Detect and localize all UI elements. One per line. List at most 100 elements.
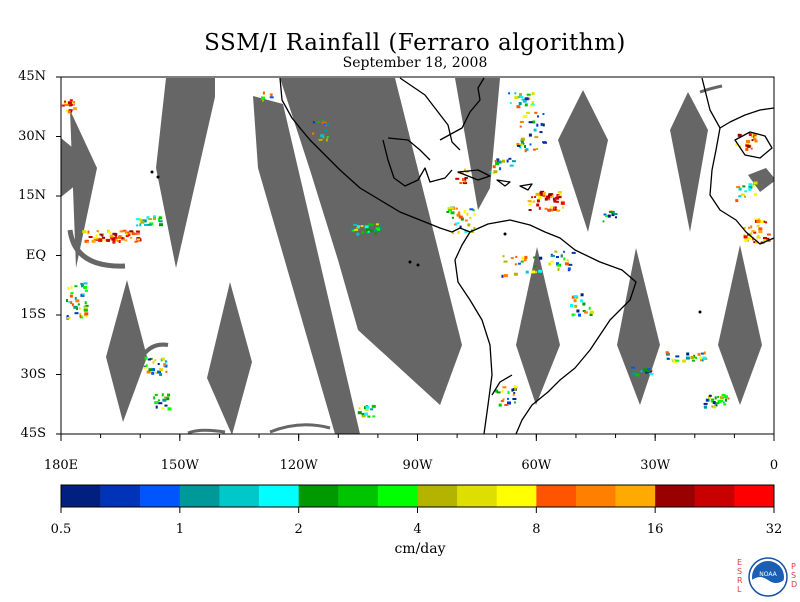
rain-cell xyxy=(464,219,468,222)
rain-cell xyxy=(163,363,167,367)
rain-cell xyxy=(542,194,546,197)
rain-cell xyxy=(501,389,504,393)
rain-cell xyxy=(463,209,466,213)
rain-cell xyxy=(738,195,742,198)
rain-cell xyxy=(615,216,617,219)
rain-cell xyxy=(167,407,170,411)
rain-cell xyxy=(455,177,460,180)
rain-cell xyxy=(549,206,553,209)
rain-cell xyxy=(467,223,471,227)
rain-cell xyxy=(514,96,519,100)
rain-cell xyxy=(155,405,158,409)
swath-gap-arc xyxy=(187,428,226,434)
swath-gap xyxy=(718,245,762,405)
rain-cell xyxy=(88,236,93,238)
island xyxy=(416,263,420,267)
rain-cell xyxy=(754,218,759,221)
rain-cell xyxy=(161,407,165,410)
lat-label: 45N xyxy=(18,69,46,84)
rain-cell xyxy=(582,310,586,312)
rain-cell xyxy=(114,237,118,240)
rain-cell xyxy=(712,401,716,404)
rain-cell xyxy=(372,415,376,418)
rain-cell xyxy=(159,368,164,372)
rain-cell xyxy=(159,223,163,227)
rain-cell xyxy=(158,216,162,220)
rain-cell xyxy=(571,251,576,254)
rain-cell xyxy=(714,396,717,400)
rain-cell xyxy=(546,197,549,200)
rain-cell xyxy=(502,386,507,389)
rain-cell xyxy=(519,145,522,148)
rain-cell xyxy=(357,411,362,415)
rain-cell xyxy=(377,226,382,230)
rain-cell xyxy=(758,218,760,221)
rain-cell xyxy=(560,201,565,205)
colorbar-swatch xyxy=(536,485,577,507)
rain-cell xyxy=(143,366,147,369)
rain-cell xyxy=(538,269,543,273)
lon-label: 180E xyxy=(43,458,79,473)
rain-cell xyxy=(753,241,756,244)
rain-cell xyxy=(66,299,68,303)
rain-cell xyxy=(530,200,534,203)
rain-cell xyxy=(322,136,325,139)
rain-cell xyxy=(532,200,535,203)
rain-cell xyxy=(607,214,611,218)
rain-cell xyxy=(451,216,454,219)
rain-cell xyxy=(450,211,455,215)
rain-cell xyxy=(96,230,99,233)
rain-cell xyxy=(766,237,770,240)
rain-cell xyxy=(665,351,669,355)
rain-cell xyxy=(269,93,273,96)
rain-cell xyxy=(494,160,497,163)
rain-cell xyxy=(534,136,539,139)
rain-cell xyxy=(147,223,152,226)
rain-cell xyxy=(76,306,78,309)
rain-cell xyxy=(67,286,70,290)
rain-cell xyxy=(154,393,158,396)
rain-cell xyxy=(512,393,515,396)
rain-cell xyxy=(526,93,531,96)
colorbar-swatch xyxy=(179,485,220,507)
rain-cell xyxy=(164,404,168,407)
coastline xyxy=(382,139,453,187)
rain-cell xyxy=(261,96,265,100)
rain-cell xyxy=(159,373,163,376)
rain-cell xyxy=(109,234,114,238)
rain-cell xyxy=(538,206,541,210)
rain-cell xyxy=(700,352,704,355)
rain-cell xyxy=(326,123,330,126)
rain-cell xyxy=(708,399,710,402)
rain-cell xyxy=(703,402,708,405)
coastline xyxy=(279,77,471,233)
colorbar-swatch xyxy=(496,485,537,507)
rain-cell xyxy=(708,395,711,399)
rain-cell xyxy=(364,225,369,229)
rain-cell xyxy=(520,260,524,263)
coastline xyxy=(399,77,461,151)
rain-cell xyxy=(519,93,522,97)
rain-cell xyxy=(367,228,370,232)
rain-cell xyxy=(751,135,755,138)
rain-cell xyxy=(70,292,74,295)
rain-cell xyxy=(154,359,157,362)
rain-cell xyxy=(748,133,752,137)
rain-cell xyxy=(68,300,71,303)
lon-label: 120W xyxy=(279,458,318,473)
rain-cell xyxy=(157,399,160,402)
rain-cell xyxy=(640,370,643,373)
rain-cell xyxy=(312,121,315,124)
rain-cell xyxy=(134,240,138,243)
rain-cell xyxy=(164,396,167,399)
swath-gap xyxy=(670,92,708,232)
swath-gap xyxy=(70,110,97,268)
rain-cell xyxy=(367,415,371,418)
rain-cell xyxy=(752,237,754,241)
rain-cell xyxy=(580,299,584,303)
rain-cell xyxy=(750,147,753,150)
rain-cell xyxy=(145,364,148,368)
rain-cell xyxy=(745,144,748,147)
rain-cell xyxy=(158,220,163,223)
